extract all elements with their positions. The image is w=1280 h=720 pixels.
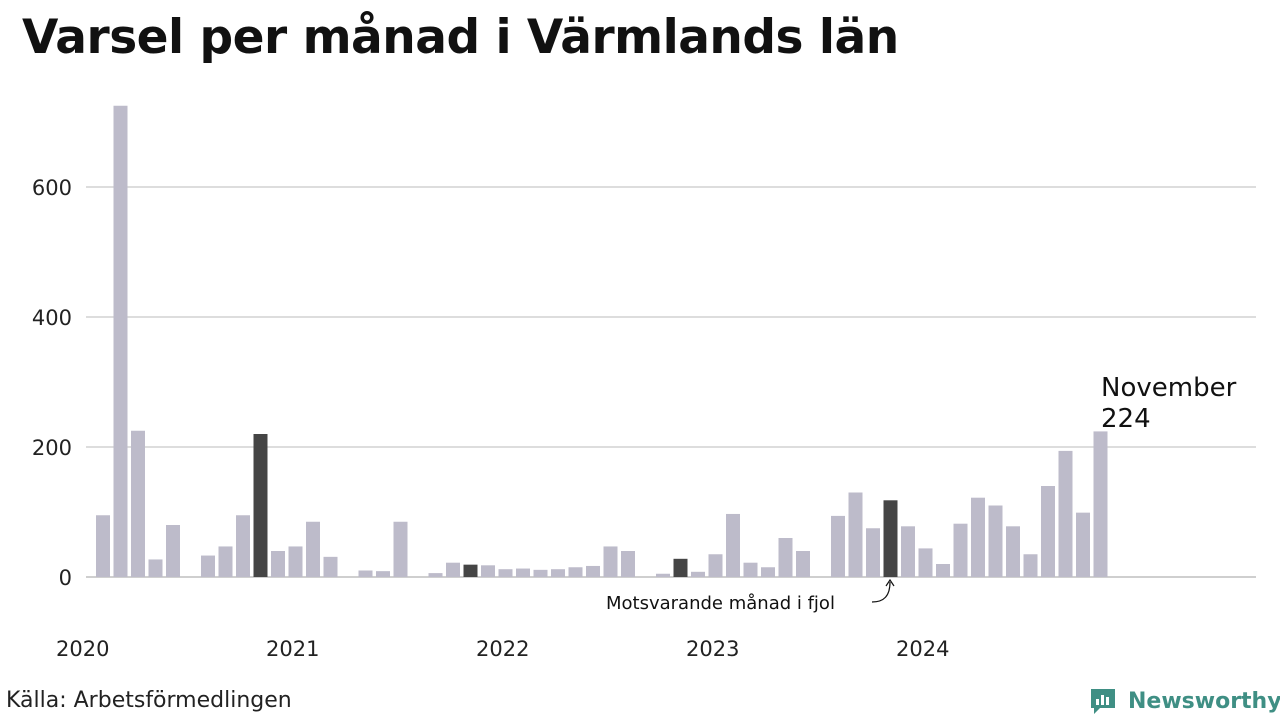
- bar: [218, 546, 233, 577]
- bar: [446, 562, 460, 577]
- bar: [1076, 512, 1090, 577]
- bar: [778, 538, 793, 577]
- x-tick-label: 2024: [896, 637, 949, 661]
- bar-previous-year: [883, 500, 898, 577]
- bar: [988, 505, 1003, 577]
- x-tick-label: 2023: [686, 637, 739, 661]
- x-tick-label: 2021: [266, 637, 319, 661]
- x-tick-label: 2020: [56, 637, 109, 661]
- bar: [516, 568, 530, 577]
- chart-title: Varsel per månad i Värmlands län: [22, 10, 899, 65]
- bar: [113, 105, 128, 577]
- bar: [236, 515, 250, 577]
- brand-logo: Newsworthy: [1088, 684, 1280, 718]
- bar: [918, 548, 933, 577]
- source-note: Källa: Arbetsförmedlingen: [6, 688, 292, 713]
- bar: [358, 570, 373, 577]
- bar: [691, 571, 705, 577]
- bar: [761, 567, 775, 577]
- annotation-arrow: [871, 581, 891, 603]
- bar: [428, 573, 443, 577]
- bar: [1041, 486, 1055, 577]
- bar: [831, 515, 845, 577]
- bar: [953, 523, 968, 577]
- bar: [586, 565, 600, 577]
- bar: [393, 521, 408, 577]
- bar: [708, 554, 723, 577]
- bar: [726, 513, 740, 577]
- bar: [376, 571, 390, 577]
- bar: [271, 551, 285, 577]
- bar: [1006, 526, 1020, 577]
- bar: [1023, 554, 1038, 577]
- bar: [533, 569, 548, 577]
- annotation-arrowhead: [885, 578, 895, 587]
- current-value-label: 224: [1101, 404, 1151, 434]
- previous-year-annotation: Motsvarande månad i fjol: [606, 593, 835, 614]
- current-month-label: November: [1101, 373, 1237, 403]
- bar: [201, 555, 215, 577]
- newsworthy-logo-icon: [1091, 689, 1115, 714]
- bar: [603, 546, 618, 577]
- x-axis-ticks: 2020 2021 2022 2023 2024: [56, 637, 949, 661]
- bar: [1093, 431, 1108, 577]
- bar: [971, 497, 985, 577]
- brand-name: Newsworthy: [1128, 688, 1280, 714]
- bar: [306, 521, 320, 577]
- bar-previous-year: [463, 564, 478, 577]
- y-tick-label: 600: [32, 176, 72, 200]
- bar: [796, 551, 810, 577]
- y-tick-label: 200: [32, 436, 72, 460]
- y-axis-ticks: 0 200 400 600: [32, 176, 72, 590]
- bar: [481, 565, 495, 577]
- bar: [621, 551, 635, 577]
- bars: [96, 105, 1108, 577]
- bar-previous-year: [253, 434, 268, 577]
- bar: [568, 567, 583, 577]
- bar: [323, 556, 338, 577]
- bar: [551, 569, 565, 577]
- bar: [866, 528, 880, 577]
- y-tick-label: 400: [32, 306, 72, 330]
- bar: [96, 515, 110, 577]
- bar: [148, 559, 163, 577]
- bar: [848, 492, 863, 577]
- bar-previous-year: [673, 558, 688, 577]
- bar: [166, 525, 180, 577]
- bar: [131, 430, 145, 577]
- y-tick-label: 0: [59, 566, 72, 590]
- x-tick-label: 2022: [476, 637, 529, 661]
- bar: [1058, 450, 1073, 577]
- bar: [901, 526, 915, 577]
- bar: [498, 569, 513, 577]
- bar: [288, 546, 303, 577]
- bar: [743, 562, 758, 577]
- bar: [656, 573, 670, 577]
- bar: [936, 564, 950, 577]
